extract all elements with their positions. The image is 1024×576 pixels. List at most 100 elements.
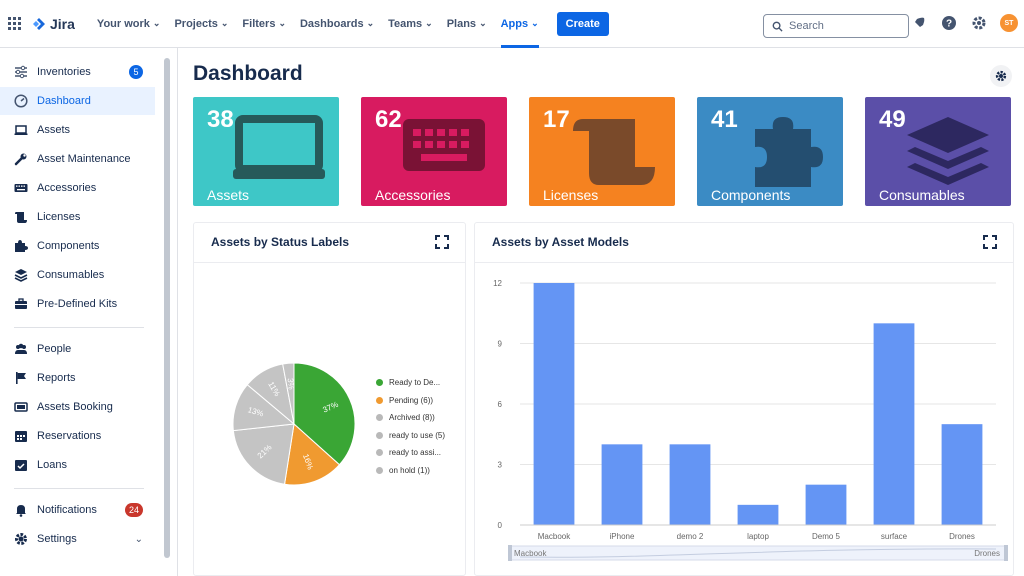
keyboard-icon <box>403 119 485 171</box>
sidebar-divider <box>14 488 144 489</box>
chevron-down-icon: ⌄ <box>152 18 161 28</box>
legend-dot <box>376 414 383 422</box>
zoom-slider-track[interactable] <box>509 545 1007 561</box>
sidebar-item-reservations[interactable]: Reservations <box>0 422 155 450</box>
create-button[interactable]: Create <box>556 11 609 36</box>
tile-count: 38 <box>207 106 234 133</box>
tile-components[interactable]: 41 Components <box>697 97 843 206</box>
nav-filters[interactable]: Filters ⌄ <box>242 17 286 30</box>
sidebar-item-label: Components <box>37 240 100 252</box>
sidebar-item-label: Loans <box>37 459 67 471</box>
help-icon[interactable]: ? <box>940 14 958 32</box>
bar[interactable] <box>669 444 711 525</box>
sidebar-item-loans[interactable]: Loans <box>0 451 155 479</box>
fullscreen-icon[interactable] <box>983 235 997 249</box>
legend-item[interactable]: ready to use (5) <box>376 427 445 445</box>
sidebar-item-consumables[interactable]: Consumables <box>0 261 155 289</box>
bar[interactable] <box>941 424 983 525</box>
sidebar-item-label: Accessories <box>37 182 97 194</box>
y-tick-label: 3 <box>498 461 503 470</box>
nav-your-work[interactable]: Your work ⌄ <box>96 17 161 30</box>
chevron-down-icon: ⌄ <box>425 18 433 28</box>
bar[interactable] <box>805 484 847 525</box>
chevron-down-icon: ⌄ <box>479 18 487 28</box>
notifications-rocket-icon[interactable] <box>910 14 928 32</box>
legend-item[interactable]: Pending (6)) <box>376 392 445 410</box>
pie-slice[interactable] <box>282 362 295 425</box>
legend-item[interactable]: ready to assi... <box>376 444 445 462</box>
tile-accessories[interactable]: 62 Accessories <box>361 97 507 206</box>
settings-gear-icon[interactable] <box>970 14 988 32</box>
pie-legend: Ready to De... Pending (6)) Archived (8)… <box>376 374 445 479</box>
zoom-handle-left[interactable] <box>508 545 512 561</box>
pie-slice[interactable] <box>283 423 341 486</box>
bar[interactable] <box>873 323 915 525</box>
chevron-down-icon[interactable]: ⌄ <box>134 533 143 545</box>
tile-count: 62 <box>375 106 402 133</box>
tile-consumables[interactable]: 49 Consumables <box>865 97 1011 206</box>
x-tick-label: demo 2 <box>677 532 704 541</box>
jira-logo[interactable]: Jira <box>32 16 75 32</box>
users-icon <box>14 342 28 356</box>
sidebar-item-asset-maintenance[interactable]: Asset Maintenance <box>0 145 155 173</box>
sidebar-item-people[interactable]: People <box>0 335 155 363</box>
tile-label: Consumables <box>879 187 965 203</box>
legend-item[interactable]: on hold (1)) <box>376 462 445 480</box>
sidebar-item-label: Notifications <box>37 504 97 516</box>
sidebar-item-notifications[interactable]: Notifications 24 <box>0 496 155 524</box>
sidebar-item-accessories[interactable]: Accessories <box>0 174 155 202</box>
bar[interactable] <box>533 283 575 525</box>
sidebar-item-label: Assets Booking <box>37 401 113 413</box>
legend-item[interactable]: Ready to De... <box>376 374 445 392</box>
sidebar-item-reports[interactable]: Reports <box>0 364 155 392</box>
puzzle-icon <box>755 117 823 187</box>
page-title: Dashboard <box>193 62 303 85</box>
fullscreen-icon[interactable] <box>435 235 449 249</box>
sidebar-item-components[interactable]: Components <box>0 232 155 260</box>
sidebar-item-licenses[interactable]: Licenses <box>0 203 155 231</box>
sidebar-item-inventories[interactable]: Inventories 5 <box>0 58 155 86</box>
app-switcher-icon[interactable] <box>8 16 22 31</box>
sidebar-scrollbar[interactable] <box>164 58 170 558</box>
wrench-icon <box>14 152 28 166</box>
bar[interactable] <box>737 504 779 525</box>
legend-dot <box>376 396 383 404</box>
sidebar-item-assets[interactable]: Assets <box>0 116 155 144</box>
slider-end-label: Drones <box>974 549 1000 558</box>
notifications-count-badge: 24 <box>124 503 143 517</box>
sidebar-item-pre-defined-kits[interactable]: Pre-Defined Kits <box>0 290 155 318</box>
y-tick-label: 0 <box>498 521 503 530</box>
bar[interactable] <box>601 444 643 525</box>
avatar[interactable]: ST <box>1000 14 1018 32</box>
y-tick-label: 9 <box>498 340 503 349</box>
legend-item[interactable]: Archived (8)) <box>376 409 445 427</box>
tile-count: 41 <box>711 106 738 133</box>
card-title: Assets by Asset Models <box>492 235 629 249</box>
chevron-down-icon: ⌄ <box>278 18 286 28</box>
nav-dashboards[interactable]: Dashboards ⌄ <box>299 17 375 30</box>
zoom-handle-right[interactable] <box>1004 545 1008 561</box>
nav-projects[interactable]: Projects ⌄ <box>174 17 229 30</box>
pie-slice[interactable] <box>232 423 295 485</box>
nav-plans[interactable]: Plans ⌄ <box>446 17 487 30</box>
scroll-icon <box>14 210 28 224</box>
dashboard-settings-button[interactable] <box>990 65 1012 87</box>
nav-apps[interactable]: Apps ⌄ <box>500 0 539 48</box>
sidebar-item-label: Reports <box>37 372 76 384</box>
sidebar-item-dashboard[interactable]: Dashboard <box>0 87 155 115</box>
flag-icon <box>14 371 28 385</box>
status-pie-chart: 37%16%21%13%11% 3% <box>232 362 356 486</box>
sidebar-item-label: Assets <box>37 124 71 136</box>
tile-assets[interactable]: 38 Assets <box>193 97 339 206</box>
sidebar-item-assets-booking[interactable]: Assets Booking <box>0 393 155 421</box>
card-title: Assets by Status Labels <box>211 235 350 249</box>
search-input[interactable]: Search <box>763 14 909 38</box>
chevron-down-icon: ⌄ <box>220 18 229 28</box>
pie-slice[interactable] <box>293 362 356 466</box>
nav-teams[interactable]: Teams ⌄ <box>388 17 433 30</box>
sidebar-item-label: Consumables <box>37 269 105 281</box>
tile-licenses[interactable]: 17 Licenses <box>529 97 675 206</box>
sidebar-item-settings[interactable]: Settings ⌄ <box>0 525 155 553</box>
tile-count: 17 <box>543 106 570 133</box>
legend-dot <box>376 431 383 439</box>
